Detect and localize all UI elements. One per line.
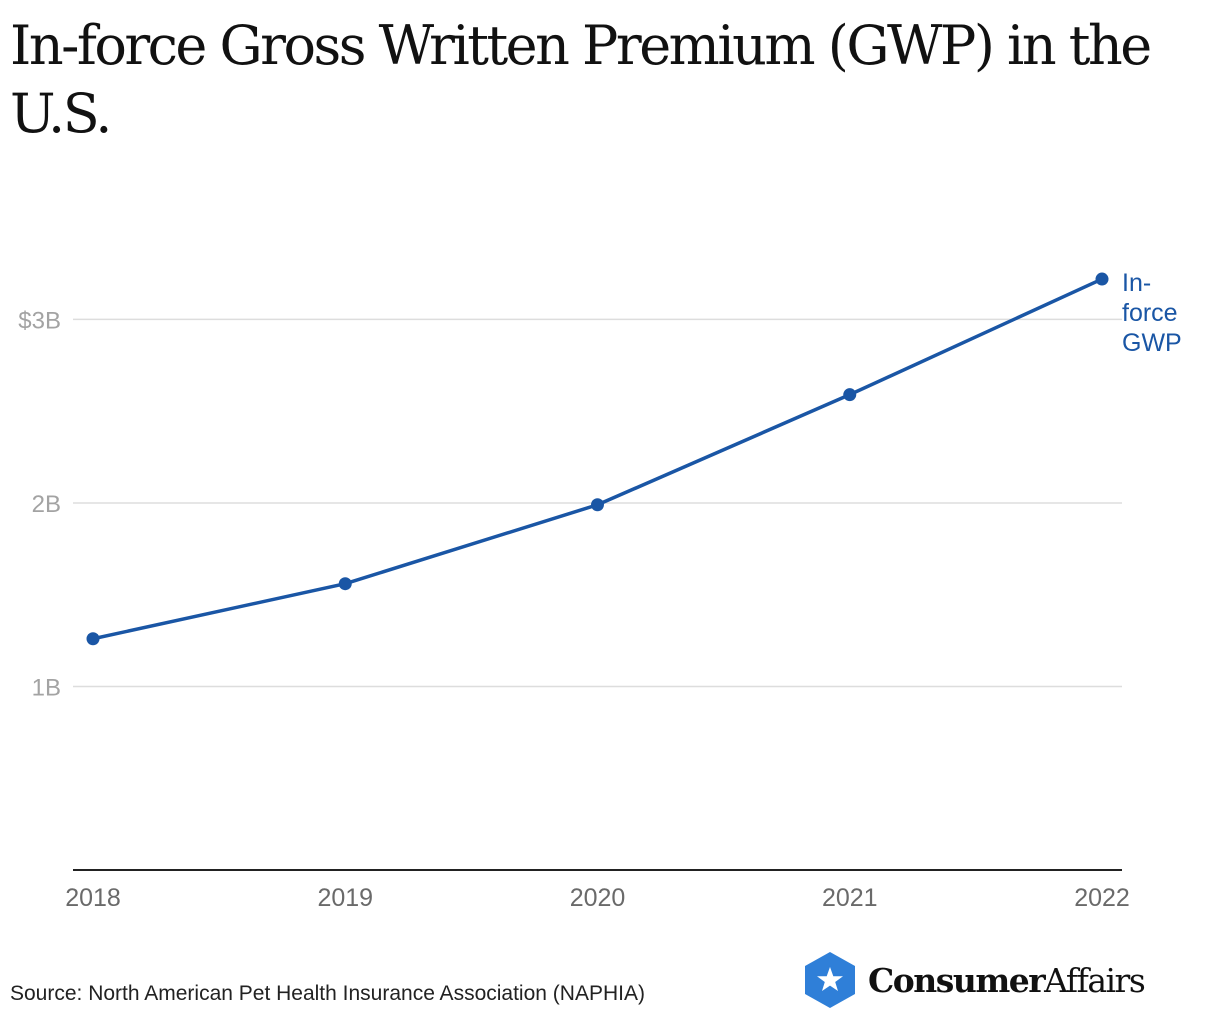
y-tick-label: 2B xyxy=(32,491,61,518)
series-label-line: GWP xyxy=(1122,329,1182,357)
x-tick-label: 2022 xyxy=(1074,884,1130,912)
data-point xyxy=(591,498,604,512)
series-layer: In-force GWP xyxy=(86,269,1182,646)
data-point xyxy=(338,577,352,591)
x-axis-ticks: 2018 2019 2020 2021 2022 xyxy=(65,884,1130,912)
series-label-line: force xyxy=(1122,299,1178,327)
y-tick-label: 1B xyxy=(32,674,61,701)
brand-logo: ConsumerAffairs xyxy=(802,950,1146,1010)
x-tick-label: 2018 xyxy=(65,884,121,912)
y-axis-ticks: 1B 2B $3B xyxy=(18,307,61,701)
source-note: Source: North American Pet Health Insura… xyxy=(10,982,645,1005)
data-point xyxy=(86,632,100,646)
chart-title: In-force Gross Written Premium (GWP) in … xyxy=(10,14,1152,145)
line-chart: 1B 2B $3B 2018 2019 2020 2021 2022 In-force GWP xyxy=(18,269,1182,912)
data-point xyxy=(1095,272,1109,286)
series-label: In-force GWP xyxy=(1122,269,1182,357)
x-tick-label: 2019 xyxy=(317,884,373,912)
x-tick-label: 2020 xyxy=(570,884,626,912)
series-line xyxy=(92,277,1103,641)
brand-name-regular: Affairs xyxy=(1044,960,1146,1000)
star-shield-icon xyxy=(805,952,855,1008)
brand-name: ConsumerAffairs xyxy=(868,960,1146,1000)
brand-name-bold: Consumer xyxy=(868,960,1046,1000)
data-point xyxy=(843,388,857,402)
x-tick-label: 2021 xyxy=(822,884,878,912)
series-label-line: In- xyxy=(1122,269,1151,297)
y-tick-label: $3B xyxy=(18,307,61,334)
